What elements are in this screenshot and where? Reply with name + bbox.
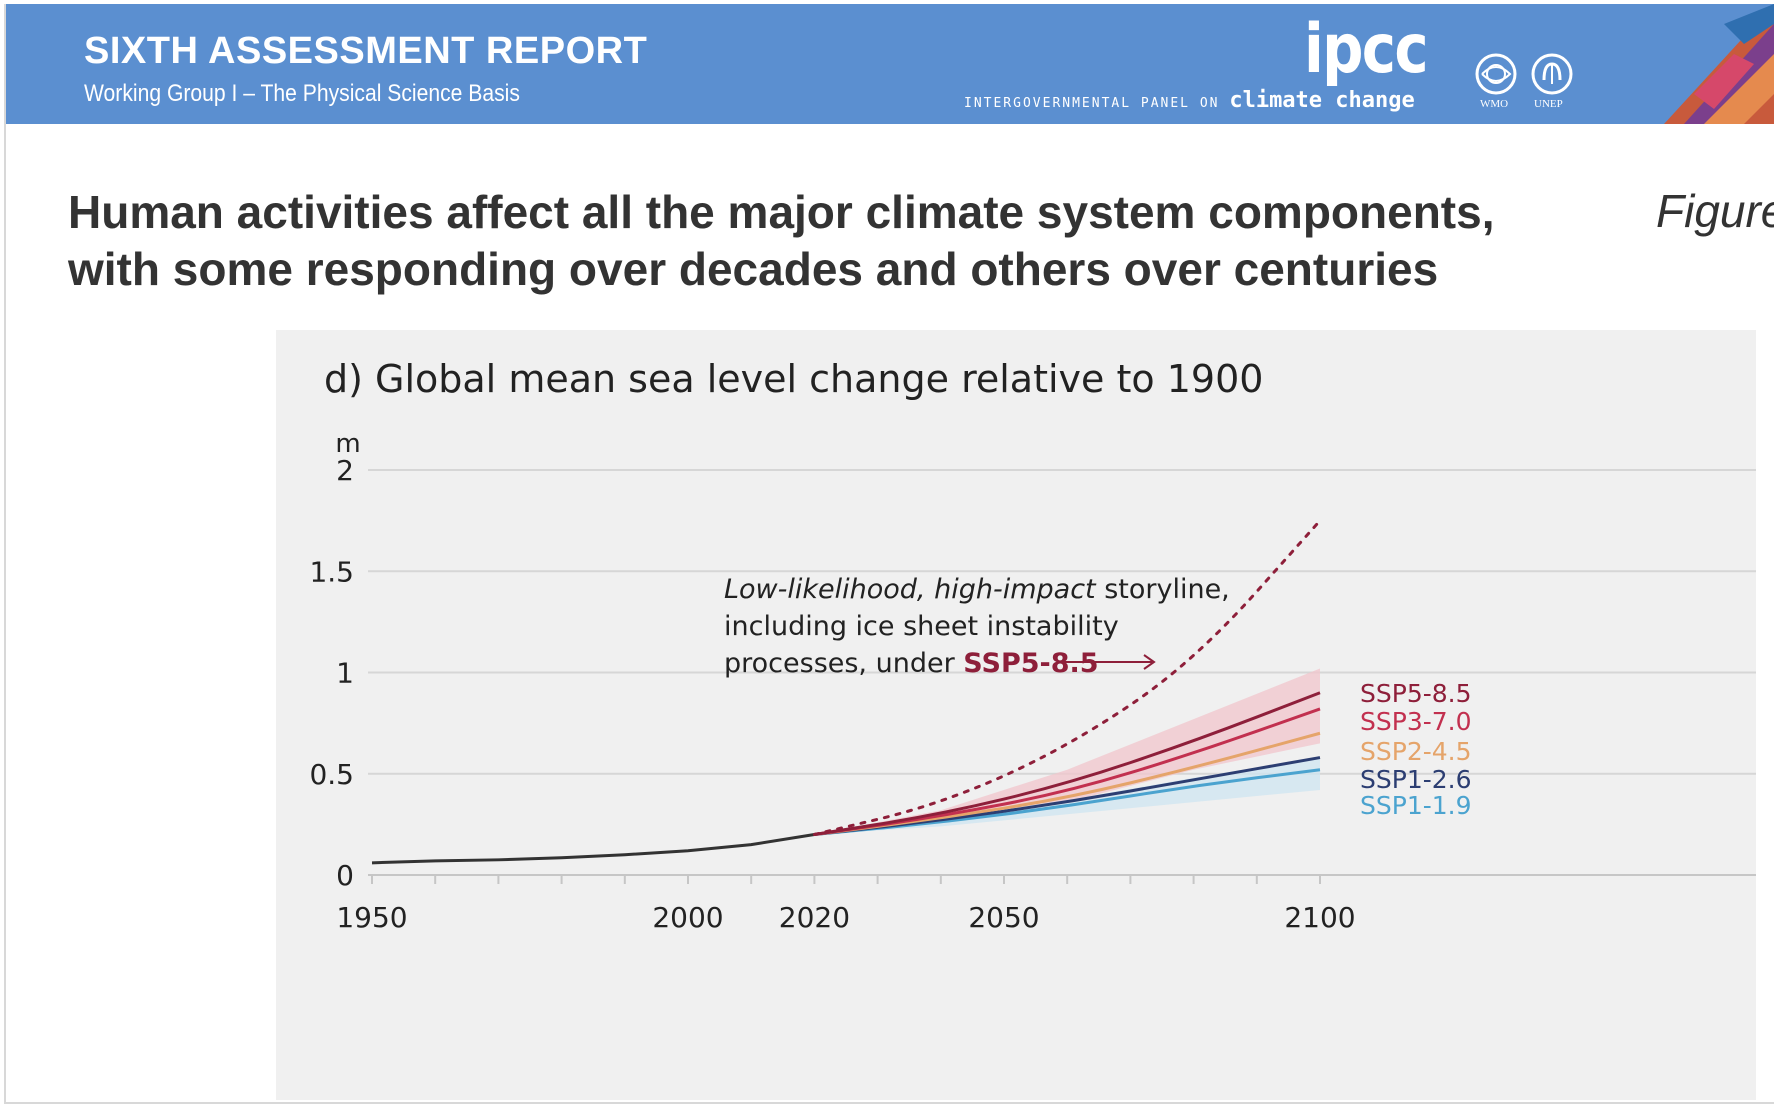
series-lines <box>371 691 1321 865</box>
sea-level-chart: d) Global mean sea level change relative… <box>309 357 1756 934</box>
unep-label: UNEP <box>1534 98 1563 110</box>
tagline-small: INTERGOVERNMENTAL PANEL ON <box>964 96 1220 111</box>
headline-line-1: Human activities affect all the major cl… <box>68 186 1495 238</box>
y-tick-label: 1 <box>336 657 354 690</box>
tagline-big: climate change <box>1229 88 1415 113</box>
report-title: SIXTH ASSESSMENT REPORT <box>84 30 648 72</box>
y-tick-label: 2 <box>336 454 354 487</box>
series-label-ssp3-7.0: SSP3-7.0 <box>1360 707 1472 736</box>
series-label-ssp1-2.6: SSP1-2.6 <box>1360 765 1472 794</box>
ipcc-logo: ipcc <box>1304 10 1429 89</box>
series-label-ssp2-4.5: SSP2-4.5 <box>1360 737 1472 766</box>
storyline-annotation-line-1: Low-likelihood, high-impact storyline, <box>724 574 1230 605</box>
figure-label: Figure <box>1656 185 1774 237</box>
series-label-ssp5-8.5: SSP5-8.5 <box>1360 679 1472 708</box>
storyline-layer: Low-likelihood, high-impact storyline, in… <box>724 519 1322 836</box>
chart-panel: d) Global mean sea level change relative… <box>276 330 1756 1100</box>
band-ssp1-1.9 <box>814 757 1320 835</box>
y-tick-label: 1.5 <box>309 555 354 588</box>
x-tick-label: 2020 <box>779 901 850 934</box>
x-tick-label: 2050 <box>968 901 1039 934</box>
historical-line <box>371 833 815 865</box>
slide-headline: Human activities affect all the major cl… <box>68 184 1494 298</box>
y-axis-unit: m <box>335 429 360 459</box>
axis-ticks: 0 0.5 1 1.5 2 1950 2000 2020 2050 2100 <box>309 454 1355 934</box>
wmo-label: WMO <box>1480 98 1509 110</box>
wmo-emblem-icon <box>1475 53 1517 95</box>
report-banner: SIXTH ASSESSMENT REPORT Working Group I … <box>6 4 1774 124</box>
x-tick-label: 1950 <box>336 901 407 934</box>
slide-frame: SIXTH ASSESSMENT REPORT Working Group I … <box>4 4 1774 1104</box>
storyline-annotation-line-3: processes, under SSP5-8.5 <box>724 648 1099 679</box>
x-tick-label: 2000 <box>652 901 723 934</box>
uncertainty-bands <box>814 668 1320 835</box>
unep-emblem-icon <box>1531 53 1573 95</box>
report-subtitle: Working Group I – The Physical Science B… <box>84 80 520 107</box>
chart-title: d) Global mean sea level change relative… <box>324 357 1263 401</box>
y-tick-label: 0.5 <box>309 758 354 791</box>
line-ssp5-8.5 <box>814 691 1321 836</box>
series-label-ssp1-1.9: SSP1-1.9 <box>1360 791 1472 820</box>
headline-line-2: with some responding over decades and ot… <box>68 243 1439 295</box>
grid-layer <box>368 469 1756 876</box>
storyline-dotted-line <box>812 519 1322 836</box>
climate-artwork-icon <box>1664 4 1774 124</box>
x-tick-label: 2100 <box>1284 901 1355 934</box>
storyline-annotation-line-2: including ice sheet instability <box>724 611 1119 642</box>
ipcc-tagline: INTERGOVERNMENTAL PANEL ON climate chang… <box>964 88 1415 113</box>
y-tick-label: 0 <box>336 859 354 892</box>
annotation-arrow-icon <box>1143 654 1156 670</box>
